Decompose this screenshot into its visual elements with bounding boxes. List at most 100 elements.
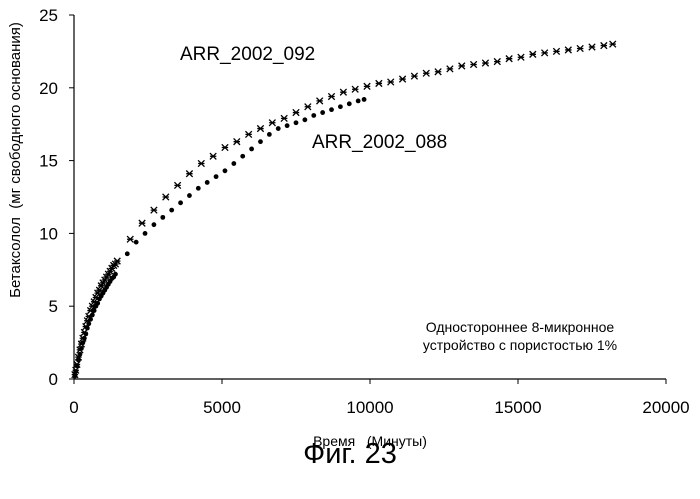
data-point-dot — [187, 193, 192, 198]
x-tick-label: 15000 — [494, 398, 541, 417]
data-point-star — [540, 49, 549, 57]
data-point-dot — [293, 120, 299, 126]
data-point-dot — [133, 239, 139, 245]
data-point-dot — [86, 321, 92, 327]
series-label-arr-2002-092: ARR_2002_092 — [180, 44, 315, 65]
data-point-star — [363, 82, 371, 91]
data-point-dot — [222, 168, 228, 174]
data-point-star — [185, 170, 194, 178]
data-point-star — [529, 50, 537, 58]
data-point-dot — [74, 363, 80, 369]
data-point-star — [233, 138, 241, 146]
data-point-star — [268, 119, 276, 127]
data-point-dot — [124, 251, 130, 257]
data-point-star — [375, 79, 383, 88]
data-point-dot — [91, 308, 97, 313]
y-tick-label: 25 — [39, 6, 58, 25]
data-point-dot — [284, 123, 290, 129]
data-point-star — [422, 69, 430, 77]
data-point-dot — [95, 300, 101, 306]
data-point-star — [209, 152, 217, 160]
figure-caption: Фиг. 23 — [303, 438, 397, 470]
data-point-dot — [88, 316, 93, 322]
series-label-arr-2002-088: ARR_2002_088 — [312, 132, 447, 153]
data-point-star — [481, 59, 490, 67]
data-point-star — [410, 72, 419, 80]
data-point-dot — [231, 161, 237, 166]
data-point-star — [244, 130, 253, 139]
y-tick-label: 0 — [49, 370, 58, 389]
data-point-star — [576, 44, 584, 53]
data-point-dot — [79, 346, 84, 351]
y-tick-label: 15 — [39, 152, 58, 171]
data-point-star — [316, 97, 324, 105]
data-point-dot — [204, 180, 210, 185]
data-point-dot — [89, 312, 95, 318]
data-point-star — [517, 53, 525, 61]
data-point-dot — [361, 97, 367, 102]
data-point-dot — [81, 335, 87, 341]
data-point-star — [304, 103, 312, 111]
data-point-dot — [266, 131, 272, 137]
plot-axes — [69, 14, 667, 384]
data-point-dot — [160, 214, 166, 220]
data-point-star — [280, 114, 288, 123]
data-point-star — [150, 206, 158, 214]
data-point-star — [327, 92, 336, 101]
data-point-dot — [275, 126, 281, 131]
y-axis-title: Бетаксолол (мг свободного основания) — [7, 22, 24, 298]
data-point-dot — [302, 117, 308, 123]
data-points — [71, 40, 617, 379]
data-point-star — [600, 41, 608, 50]
data-point-star — [564, 46, 572, 54]
data-point-star — [446, 65, 454, 73]
data-point-star — [292, 108, 300, 117]
annotation-line-1: Одностороннее 8-микронное — [426, 319, 615, 335]
data-point-dot — [338, 104, 343, 110]
data-point-dot — [240, 153, 246, 159]
data-point-dot — [169, 207, 175, 213]
data-point-dot — [320, 110, 326, 115]
y-tick-label: 10 — [39, 224, 58, 243]
data-point-dot — [249, 146, 255, 152]
x-tick-label: 5000 — [203, 398, 241, 417]
data-point-star — [588, 43, 596, 51]
series-2 — [72, 97, 367, 379]
data-point-dot — [76, 357, 81, 363]
x-tick-label: 0 — [69, 398, 78, 417]
data-point-star — [221, 143, 229, 152]
data-point-star — [256, 124, 265, 133]
data-point-star — [126, 235, 134, 243]
data-point-star — [387, 78, 395, 86]
data-point-dot — [195, 185, 201, 191]
data-point-star — [351, 85, 359, 93]
annotation-line-2: устройство с пористостью 1% — [423, 337, 617, 353]
data-point-star — [552, 47, 561, 56]
data-point-dot — [80, 340, 86, 345]
data-point-dot — [73, 369, 79, 375]
data-point-star — [197, 159, 205, 168]
y-tick-label: 20 — [39, 79, 58, 98]
data-point-star — [505, 55, 513, 63]
data-point-star — [339, 88, 348, 96]
data-point-dot — [84, 325, 90, 331]
data-point-star — [162, 193, 170, 201]
data-point-dot — [213, 174, 219, 180]
data-point-dot — [83, 331, 89, 337]
x-tick-label: 20000 — [642, 398, 689, 417]
data-point-dot — [258, 139, 263, 145]
data-point-star — [173, 181, 182, 190]
data-point-star — [138, 219, 146, 227]
data-point-star — [469, 60, 478, 69]
data-point-dot — [346, 101, 352, 107]
data-point-star — [458, 62, 466, 70]
data-point-star — [609, 40, 617, 48]
y-tick-label: 5 — [49, 297, 58, 316]
data-point-star — [493, 57, 501, 66]
data-point-dot — [151, 222, 157, 228]
data-point-dot — [113, 271, 118, 277]
data-point-star — [398, 75, 407, 83]
data-point-dot — [178, 200, 183, 206]
x-tick-labels: 0 5000 10000 15000 20000 — [69, 398, 689, 417]
